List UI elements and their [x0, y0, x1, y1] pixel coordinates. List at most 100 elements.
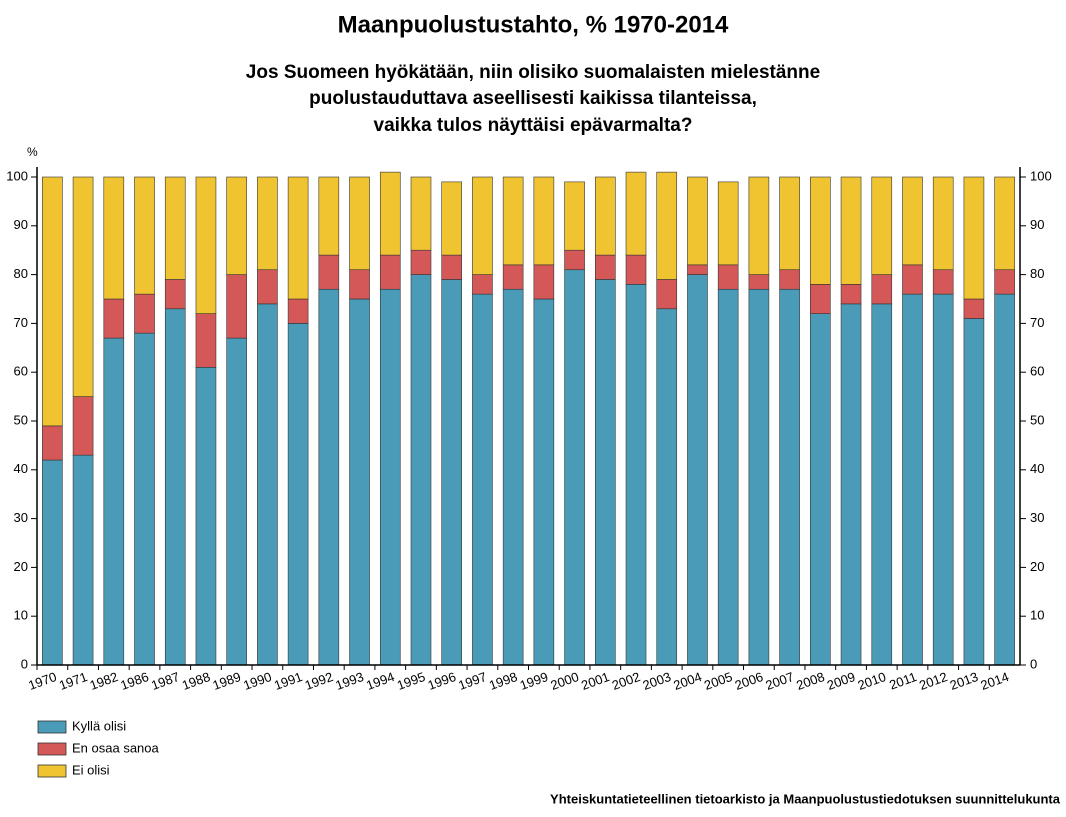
- x-tick-label: 1996: [426, 669, 458, 693]
- y-tick-label: 40: [14, 461, 28, 476]
- bar-segment: [594, 279, 616, 666]
- bar-segment: [994, 269, 1015, 295]
- bar-segment: [748, 274, 770, 290]
- legend-swatch: [37, 764, 67, 778]
- y-tick-label: 90: [14, 217, 28, 232]
- y-tick-label: 100: [6, 168, 28, 183]
- source: Yhteiskuntatieteellinen tietoarkisto ja …: [550, 791, 1061, 806]
- bar-segment: [687, 176, 708, 266]
- bar-segment: [533, 298, 555, 666]
- subtitle: Jos Suomeen hyökätään, niin olisiko suom…: [246, 62, 820, 83]
- bar-segment: [318, 288, 340, 666]
- y-axis-label: %: [27, 145, 38, 159]
- x-tick-label: 2014: [979, 669, 1011, 693]
- y2-tick-label: 0: [1030, 656, 1037, 671]
- bar-segment: [932, 176, 954, 271]
- bar-segment: [257, 303, 278, 666]
- bar-segment: [533, 176, 555, 266]
- x-tick-label: 1997: [456, 669, 488, 693]
- bar-segment: [410, 274, 432, 666]
- bar-segment: [410, 249, 432, 275]
- x-tick-label: 1989: [211, 669, 243, 693]
- bar-segment: [963, 318, 985, 666]
- bar-segment: [902, 293, 923, 666]
- bar-segment: [42, 425, 63, 461]
- y2-tick-label: 80: [1030, 266, 1044, 281]
- bar-segment: [318, 176, 340, 256]
- y2-tick-label: 90: [1030, 217, 1044, 232]
- bar-segment: [687, 274, 708, 666]
- bar-segment: [226, 274, 247, 339]
- bar-segment: [902, 264, 923, 295]
- bar-segment: [502, 264, 524, 290]
- bar-segment: [994, 293, 1015, 666]
- bar-segment: [840, 303, 862, 666]
- y2-tick-label: 10: [1030, 608, 1044, 623]
- bar-segment: [42, 459, 63, 666]
- subtitle: vaikka tulos näyttäisi epävarmalta?: [374, 115, 693, 136]
- y-tick-label: 80: [14, 266, 28, 281]
- x-tick-label: 2008: [794, 669, 826, 693]
- y-tick-label: 10: [14, 608, 28, 623]
- bar-segment: [717, 288, 739, 666]
- bar-segment: [164, 176, 186, 280]
- bar-segment: [164, 308, 186, 666]
- bar-segment: [164, 279, 186, 310]
- bar-segment: [810, 176, 831, 285]
- bar-segment: [717, 264, 739, 290]
- bar-segment: [379, 171, 401, 256]
- bar-segment: [871, 274, 893, 305]
- x-tick-label: 1987: [149, 669, 181, 693]
- x-tick-label: 2001: [579, 669, 611, 693]
- x-tick-label: 2000: [548, 669, 580, 693]
- y2-tick-label: 20: [1030, 559, 1044, 574]
- x-tick-label: 1990: [241, 669, 273, 693]
- x-tick-label: 1982: [88, 669, 120, 693]
- bar-segment: [226, 176, 247, 275]
- bar-segment: [594, 176, 616, 256]
- bar-segment: [103, 298, 125, 339]
- bar-segment: [472, 274, 493, 295]
- y-tick-label: 0: [21, 656, 28, 671]
- y-tick-label: 60: [14, 364, 28, 379]
- bar-segment: [748, 176, 770, 275]
- bar-segment: [472, 293, 493, 666]
- bar-segment: [72, 454, 94, 666]
- bar-segment: [42, 176, 63, 427]
- bar-segment: [656, 171, 678, 280]
- bar-segment: [257, 269, 278, 305]
- y2-tick-label: 70: [1030, 315, 1044, 330]
- y-tick-label: 20: [14, 559, 28, 574]
- x-tick-label: 2007: [764, 669, 796, 693]
- bar-segment: [195, 176, 217, 314]
- bar-segment: [103, 337, 125, 666]
- x-tick-label: 2003: [641, 669, 673, 693]
- bar-segment: [594, 254, 616, 280]
- bar-segment: [656, 308, 678, 666]
- y-tick-label: 50: [14, 412, 28, 427]
- bar-segment: [564, 269, 585, 666]
- bar-segment: [103, 176, 125, 300]
- x-tick-label: 1993: [333, 669, 365, 693]
- subtitle: puolustauduttava aseellisesti kaikissa t…: [309, 88, 757, 109]
- x-tick-label: 2009: [825, 669, 857, 693]
- bar-segment: [472, 176, 493, 275]
- bar-segment: [625, 171, 647, 256]
- bar-segment: [502, 288, 524, 666]
- x-tick-label: 2002: [610, 669, 642, 693]
- bar-segment: [779, 176, 800, 271]
- bar-segment: [72, 176, 94, 397]
- bar-segment: [195, 313, 217, 368]
- bar-segment: [441, 181, 463, 256]
- bar-segment: [349, 269, 370, 300]
- bar-segment: [257, 176, 278, 271]
- y2-tick-label: 40: [1030, 461, 1044, 476]
- legend-label: Kyllä olisi: [72, 718, 126, 733]
- x-tick-label: 1970: [26, 669, 58, 693]
- bar-segment: [134, 176, 155, 295]
- bar-segment: [810, 313, 831, 666]
- bar-segment: [656, 279, 678, 310]
- bar-segment: [779, 269, 800, 290]
- bar-segment: [963, 298, 985, 319]
